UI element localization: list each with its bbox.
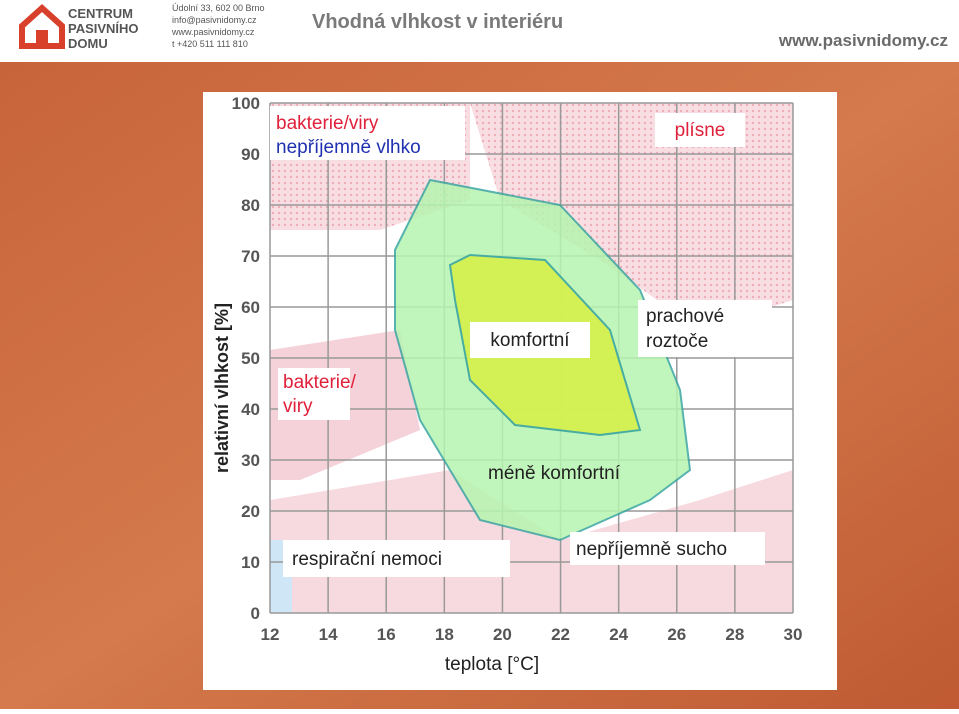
logo-text: DOMU: [68, 36, 108, 51]
y-tick-label: 30: [241, 451, 260, 470]
logo: CENTRUM PASIVNÍHO DOMU Údolní 33, 602 00…: [19, 3, 265, 51]
x-axis-label: teplota [°C]: [445, 654, 539, 675]
zone-label: nepříjemně vlhko: [276, 137, 421, 158]
x-tick-label: 24: [609, 625, 628, 644]
x-tick-label: 18: [435, 625, 454, 644]
contact: info@pasivnidomy.cz: [172, 15, 257, 25]
x-tick-label: 20: [493, 625, 512, 644]
y-tick-label: 40: [241, 400, 260, 419]
x-tick-label: 14: [319, 625, 338, 644]
y-tick-label: 10: [241, 553, 260, 572]
y-tick-label: 50: [241, 349, 260, 368]
x-tick-label: 28: [725, 625, 744, 644]
zone-label: roztoče: [646, 331, 708, 352]
slide-title: Vhodná vlhkost v interiéru: [312, 11, 563, 33]
y-tick-label: 70: [241, 247, 260, 266]
zone-label: plísne: [675, 120, 726, 141]
y-tick-label: 80: [241, 196, 260, 215]
x-tick-label: 12: [261, 625, 280, 644]
zone-label: viry: [283, 396, 313, 417]
zone-label: respirační nemoci: [292, 549, 442, 570]
contact: Údolní 33, 602 00 Brno: [172, 3, 265, 13]
zone-label: nepříjemně sucho: [576, 539, 727, 560]
y-tick-label: 0: [251, 604, 260, 623]
header-bg: [0, 0, 959, 62]
y-axis-label: relativní vlhkost [%]: [212, 303, 232, 473]
zone-label: méně komfortní: [488, 463, 621, 484]
y-tick-label: 60: [241, 298, 260, 317]
zone-label: komfortní: [490, 330, 570, 351]
contact: t +420 511 111 810: [172, 39, 248, 49]
y-tick-label: 20: [241, 502, 260, 521]
x-tick-label: 26: [667, 625, 686, 644]
x-tick-label: 22: [551, 625, 570, 644]
zone-label: bakterie/: [283, 372, 357, 393]
contact: www.pasivnidomy.cz: [171, 27, 255, 37]
logo-text: PASIVNÍHO: [68, 21, 139, 36]
y-tick-label: 90: [241, 145, 260, 164]
logo-text: CENTRUM: [68, 6, 133, 21]
labels: bakterie/viry nepříjemně vlhko plísne ko…: [270, 106, 772, 577]
website: www.pasivnidomy.cz: [778, 31, 948, 50]
y-tick-label: 100: [232, 94, 260, 113]
zones: [270, 103, 793, 613]
zone-label: prachové: [646, 306, 724, 327]
x-tick-label: 30: [784, 625, 803, 644]
x-tick-label: 16: [377, 625, 396, 644]
zone-label: bakterie/viry: [276, 113, 379, 134]
